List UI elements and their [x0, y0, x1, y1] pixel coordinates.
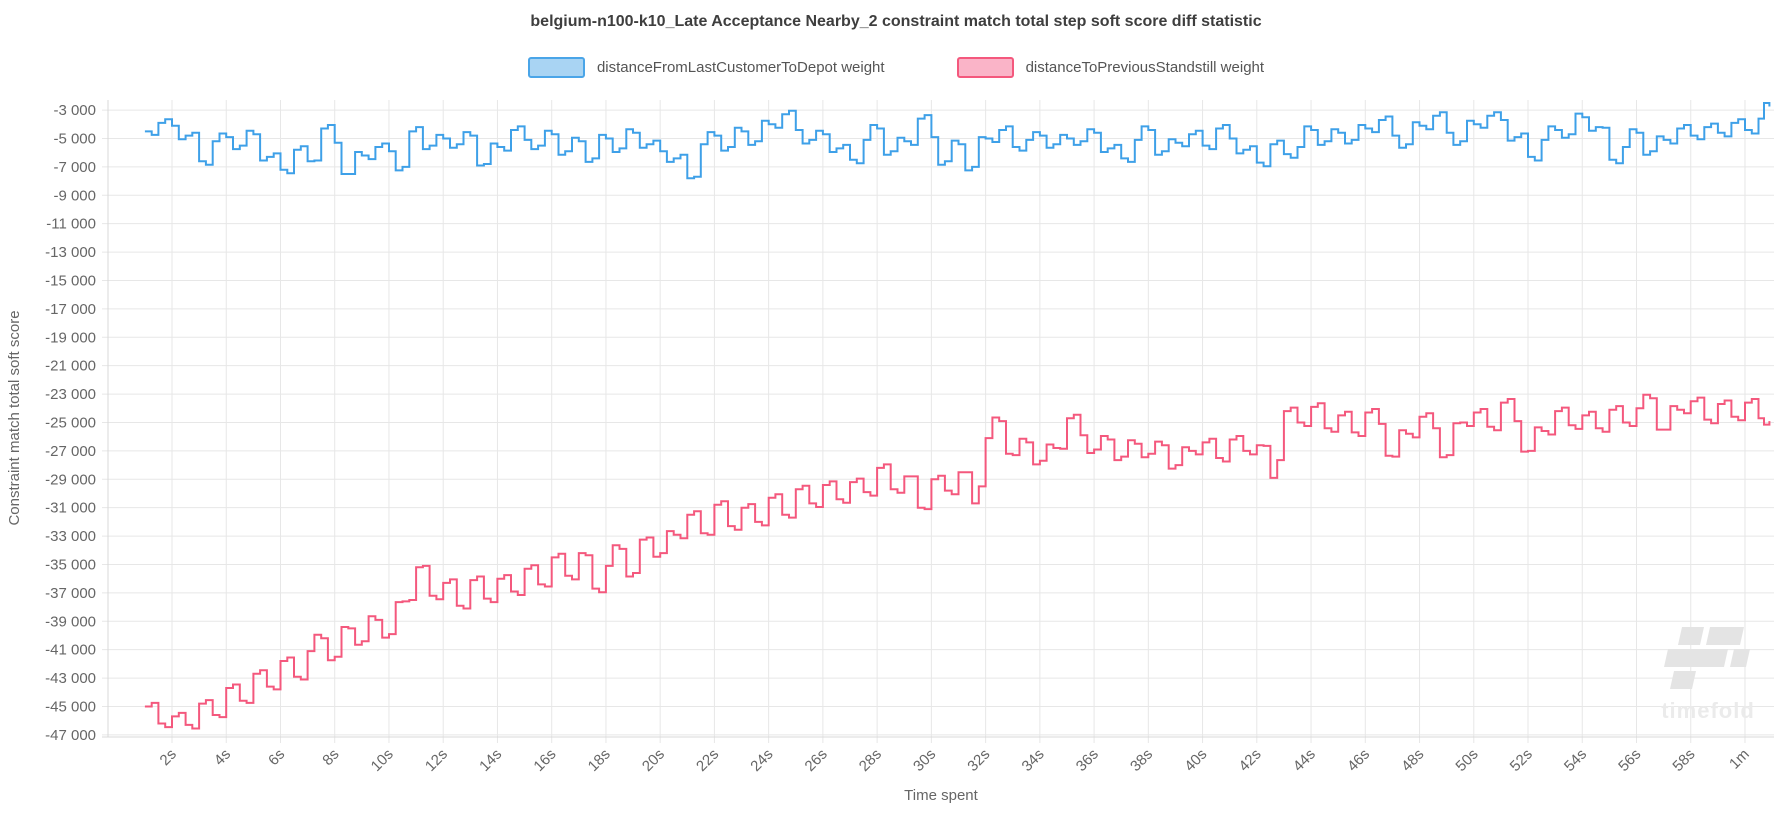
y-tick-label: -11 000	[46, 216, 96, 233]
y-tick-label: -45 000	[45, 698, 96, 715]
y-tick-label: -9 000	[53, 187, 96, 204]
x-tick-label: 46s	[1344, 746, 1373, 775]
y-tick-label: -47 000	[45, 727, 96, 744]
x-tick-label: 44s	[1290, 746, 1319, 775]
x-tick-label: 42s	[1236, 746, 1265, 775]
y-tick-label: -31 000	[45, 500, 96, 517]
x-tick-label: 38s	[1127, 746, 1156, 775]
series-line-blue	[144, 102, 1771, 180]
x-tick-label: 54s	[1561, 746, 1590, 775]
x-tick-label: 52s	[1507, 746, 1536, 775]
x-tick-label: 28s	[856, 746, 885, 775]
y-tick-label: -25 000	[45, 414, 96, 431]
legend-item-distanceToPreviousStandstill[interactable]: distanceToPreviousStandstill weight	[956, 57, 1265, 78]
x-tick-label: 30s	[910, 746, 939, 775]
x-tick-label: 10s	[368, 746, 397, 775]
y-grid-and-labels: -3 000 -5 000 -7 000 -9 000 -11 000 -13 000 -1…	[45, 102, 1774, 744]
x-tick-label: 34s	[1019, 746, 1048, 775]
y-tick-label: -19 000	[45, 329, 96, 346]
x-tick-label: 58s	[1669, 746, 1698, 775]
plot-area[interactable]	[108, 100, 1774, 737]
series-line-pink	[144, 393, 1771, 730]
x-tick-label: 18s	[585, 746, 614, 775]
y-tick-label: -33 000	[45, 528, 96, 545]
y-tick-label: -41 000	[45, 642, 96, 659]
x-tick-label: 26s	[802, 746, 831, 775]
y-tick-label: -23 000	[45, 386, 96, 403]
x-tick-label: 56s	[1615, 746, 1644, 775]
y-tick-label: -15 000	[45, 272, 96, 289]
watermark: timefold	[1652, 625, 1764, 724]
x-tick-label: 32s	[964, 746, 993, 775]
y-tick-label: -43 000	[45, 670, 96, 687]
x-tick-label: 12s	[422, 746, 451, 775]
x-tick-label: 1m	[1726, 746, 1753, 773]
x-tick-label: 14s	[476, 746, 505, 775]
x-tick-label: 24s	[747, 746, 776, 775]
x-tick-label: 16s	[530, 746, 559, 775]
x-tick-label: 36s	[1073, 746, 1102, 775]
x-tick-label: 2s	[157, 746, 180, 769]
x-axis-title: Time spent	[904, 787, 978, 804]
y-tick-label: -13 000	[45, 244, 96, 261]
y-tick-label: -39 000	[45, 613, 96, 630]
x-tick-label: 50s	[1452, 746, 1481, 775]
x-tick-label: 20s	[639, 746, 668, 775]
legend-label: distanceFromLastCustomerToDepot weight	[596, 59, 885, 76]
legend-swatch-pink-icon	[956, 57, 1014, 78]
x-tick-label: 6s	[265, 746, 288, 769]
y-tick-label: -17 000	[45, 301, 96, 318]
x-tick-label: 40s	[1181, 746, 1210, 775]
x-tick-label: 8s	[319, 746, 342, 769]
y-tick-label: -21 000	[45, 358, 96, 375]
y-axis-title: Constraint match total soft score	[6, 310, 23, 525]
timefold-logo-icon	[1664, 627, 1750, 689]
y-tick-label: -35 000	[45, 556, 96, 573]
y-tick-label: -3 000	[53, 102, 96, 119]
y-tick-label: -27 000	[45, 443, 96, 460]
y-tick-label: -5 000	[53, 130, 96, 147]
x-tick-label: 48s	[1398, 746, 1427, 775]
chart-title: belgium-n100-k10_Late Acceptance Nearby_…	[530, 13, 1262, 30]
legend-item-distanceFromLastCustomerToDepot[interactable]: distanceFromLastCustomerToDepot weight	[527, 57, 885, 78]
y-tick-label: -29 000	[45, 471, 96, 488]
legend-label: distanceToPreviousStandstill weight	[1025, 59, 1265, 76]
x-tick-label: 22s	[693, 746, 722, 775]
y-tick-label: -37 000	[45, 585, 96, 602]
x-tick-label: 4s	[211, 746, 234, 769]
chart-legend: distanceFromLastCustomerToDepot weight d…	[0, 57, 1792, 78]
legend-swatch-blue-icon	[527, 57, 585, 78]
watermark-text: timefold	[1661, 698, 1755, 723]
y-tick-label: -7 000	[53, 159, 96, 176]
